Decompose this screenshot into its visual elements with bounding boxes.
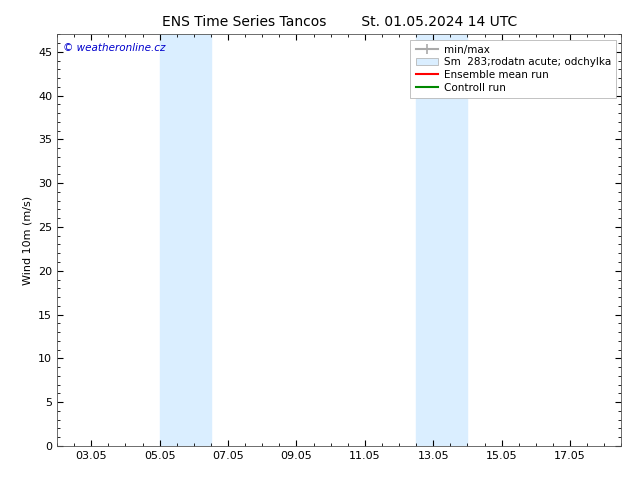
Text: © weatheronline.cz: © weatheronline.cz (63, 43, 165, 52)
Legend: min/max, Sm  283;rodatn acute; odchylka, Ensemble mean run, Controll run: min/max, Sm 283;rodatn acute; odchylka, … (410, 40, 616, 98)
Bar (416, 34, 467, 446)
Y-axis label: Wind 10m (m/s): Wind 10m (m/s) (23, 196, 32, 285)
Bar (160, 34, 211, 446)
Title: ENS Time Series Tancos        St. 01.05.2024 14 UTC: ENS Time Series Tancos St. 01.05.2024 14… (162, 15, 517, 29)
